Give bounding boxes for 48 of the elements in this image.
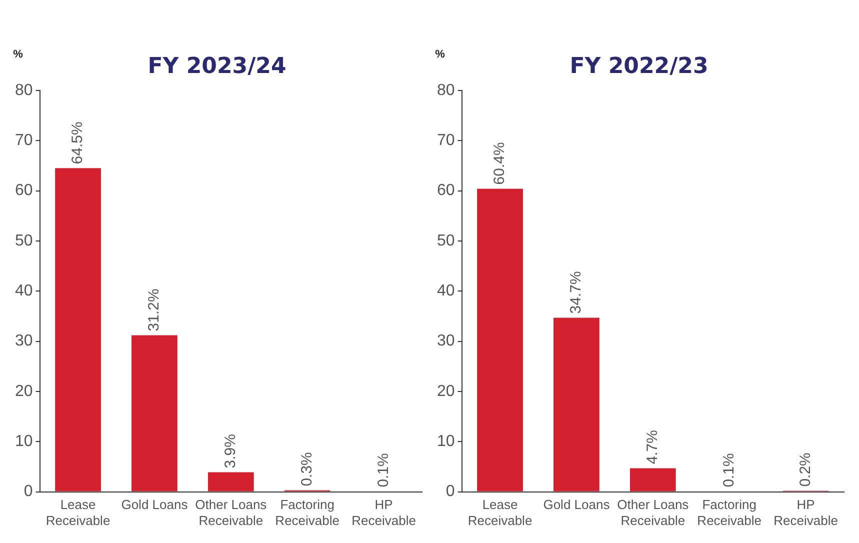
x-tick-label: Factoring Receivable bbox=[275, 497, 340, 528]
bar bbox=[55, 168, 101, 492]
bar bbox=[132, 335, 178, 492]
y-axis-title: % bbox=[435, 48, 446, 60]
chart-title: FY 2023/24 bbox=[148, 54, 286, 79]
y-axis-title: % bbox=[13, 48, 24, 60]
data-label: 0.2% bbox=[796, 452, 814, 487]
y-tick-label: 40 bbox=[15, 282, 33, 300]
data-label: 0.1% bbox=[374, 453, 392, 488]
data-label: 34.7% bbox=[568, 271, 585, 314]
bar bbox=[554, 318, 600, 492]
y-tick-label: 20 bbox=[15, 382, 33, 400]
data-label: 0.1% bbox=[720, 453, 738, 488]
y-tick-label: 30 bbox=[437, 332, 455, 350]
x-tick-label: Gold Loans bbox=[121, 497, 188, 512]
y-tick-label: 0 bbox=[24, 483, 33, 500]
x-tick-label: Other Loans Receivable bbox=[617, 497, 690, 528]
bar bbox=[208, 472, 254, 492]
x-tick-label: Lease Receivable bbox=[46, 497, 110, 528]
y-tick-label: 10 bbox=[437, 433, 455, 450]
data-label: 64.5% bbox=[69, 122, 86, 164]
data-label: 3.9% bbox=[222, 434, 240, 468]
bar bbox=[630, 468, 676, 492]
y-tick-label: 30 bbox=[15, 332, 33, 350]
y-tick-label: 80 bbox=[15, 82, 33, 99]
y-tick-label: 60 bbox=[15, 182, 33, 200]
y-tick-label: 40 bbox=[437, 282, 455, 300]
chart-title: FY 2022/23 bbox=[570, 54, 708, 79]
y-tick-label: 50 bbox=[15, 232, 33, 250]
x-tick-label: HP Receivable bbox=[774, 497, 838, 528]
x-tick-label: Other Loans Receivable bbox=[195, 497, 268, 528]
y-tick-label: 50 bbox=[437, 232, 455, 250]
x-tick-label: Gold Loans bbox=[543, 497, 610, 512]
y-tick-label: 70 bbox=[437, 132, 455, 149]
y-tick-label: 20 bbox=[437, 382, 455, 400]
y-tick-label: 0 bbox=[446, 483, 455, 500]
x-tick-label: Factoring Receivable bbox=[697, 497, 762, 528]
data-label: 60.4% bbox=[491, 142, 508, 185]
data-label: 0.3% bbox=[298, 452, 316, 486]
y-tick-label: 60 bbox=[437, 182, 455, 200]
y-tick-label: 80 bbox=[437, 82, 455, 99]
bar bbox=[477, 188, 523, 492]
y-tick-label: 10 bbox=[15, 433, 33, 450]
x-tick-label: Lease Receivable bbox=[468, 497, 532, 528]
x-tick-label: HP Receivable bbox=[352, 497, 416, 528]
y-tick-label: 70 bbox=[15, 132, 33, 149]
data-label: 4.7% bbox=[644, 430, 662, 464]
data-label: 31.2% bbox=[146, 288, 163, 332]
